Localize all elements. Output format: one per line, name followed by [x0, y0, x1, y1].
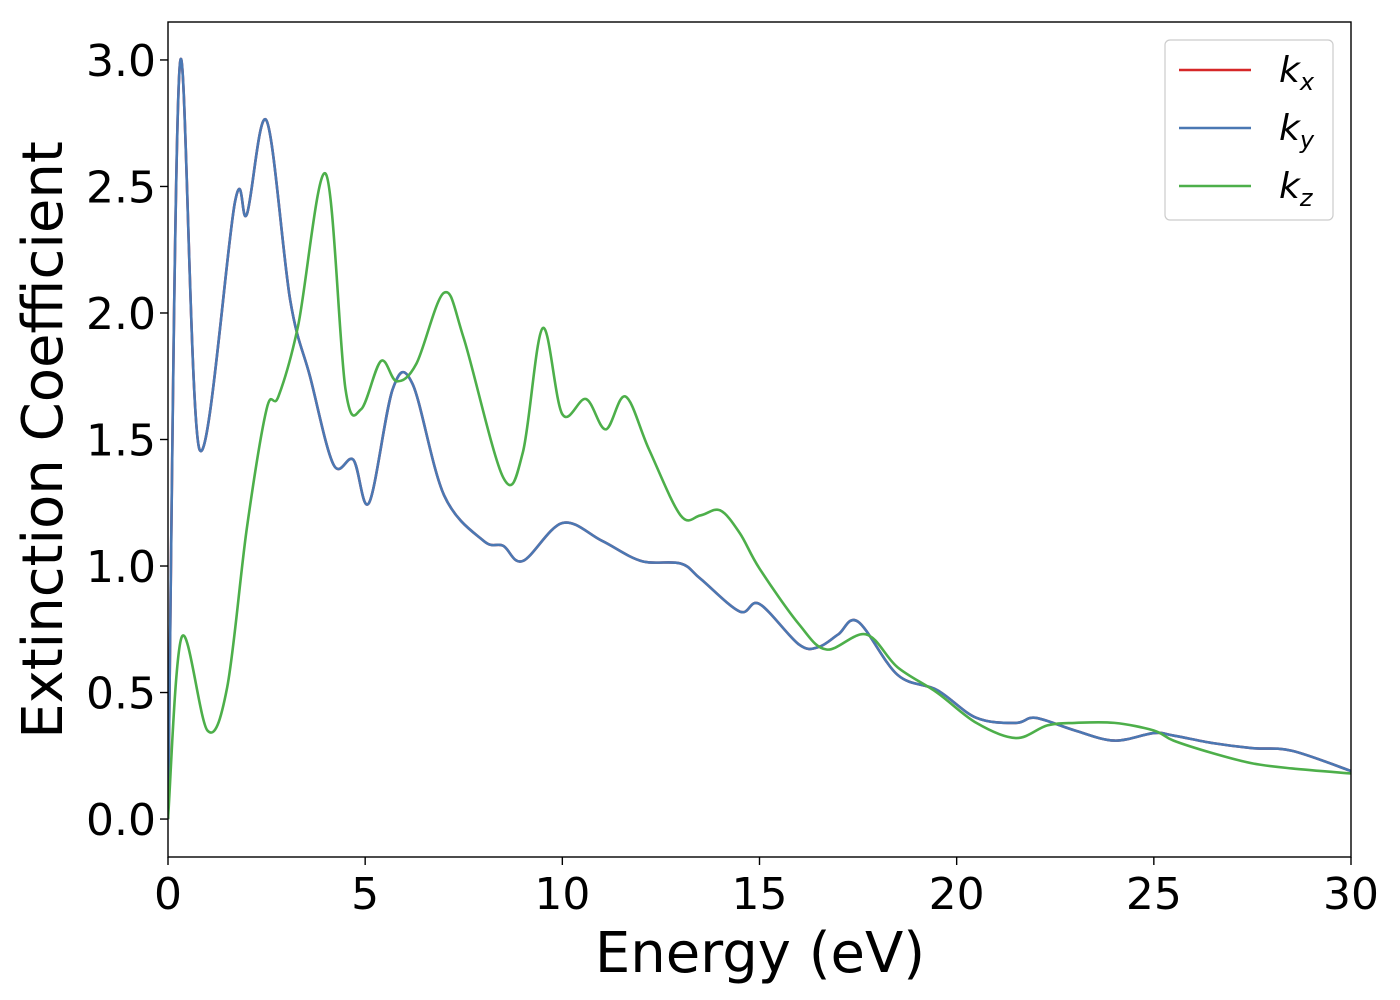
series-line-kz [168, 172, 1351, 820]
y-tick-label: 1.0 [86, 542, 156, 593]
plot-area [168, 22, 1351, 857]
x-tick-label: 15 [732, 869, 788, 920]
y-tick-label: 2.5 [86, 162, 156, 213]
legend-label-subscript: x [1299, 68, 1315, 96]
x-tick-label: 10 [534, 869, 590, 920]
x-tick-label: 25 [1126, 869, 1182, 920]
y-tick-label: 2.0 [86, 289, 156, 340]
y-tick-label: 0.5 [86, 669, 156, 720]
axes-layer: 0 5 10 15 20 25 30 0.0 0.5 1.0 1.5 2.0 2.5 3.0 [86, 21, 1379, 920]
legend-box [1164, 39, 1334, 221]
legend-label-kz: kz [1279, 166, 1314, 212]
legend-label-ky: ky [1279, 108, 1315, 154]
series-line-ky [168, 58, 1351, 820]
x-tick-label: 0 [154, 869, 182, 920]
y-tick-label: 1.5 [86, 416, 156, 467]
x-tick-label: 30 [1323, 869, 1379, 920]
legend-label-kx: kx [1279, 50, 1315, 96]
legend-label-subscript: y [1299, 126, 1315, 154]
legend-label-main: k [1279, 108, 1302, 149]
legend-label-main: k [1279, 166, 1302, 207]
plot-background [168, 22, 1351, 857]
y-tick-label: 0.0 [86, 795, 156, 846]
x-tick-label: 5 [351, 869, 379, 920]
y-axis-title: Extinction Coefficient [11, 141, 76, 739]
series-layer [168, 58, 1351, 820]
x-tick-label: 20 [929, 869, 985, 920]
x-axis-title: Energy (eV) [595, 921, 925, 986]
y-tick-label: 3.0 [86, 36, 156, 87]
legend-label-main: k [1279, 50, 1302, 91]
legend-label-subscript: z [1299, 184, 1314, 212]
